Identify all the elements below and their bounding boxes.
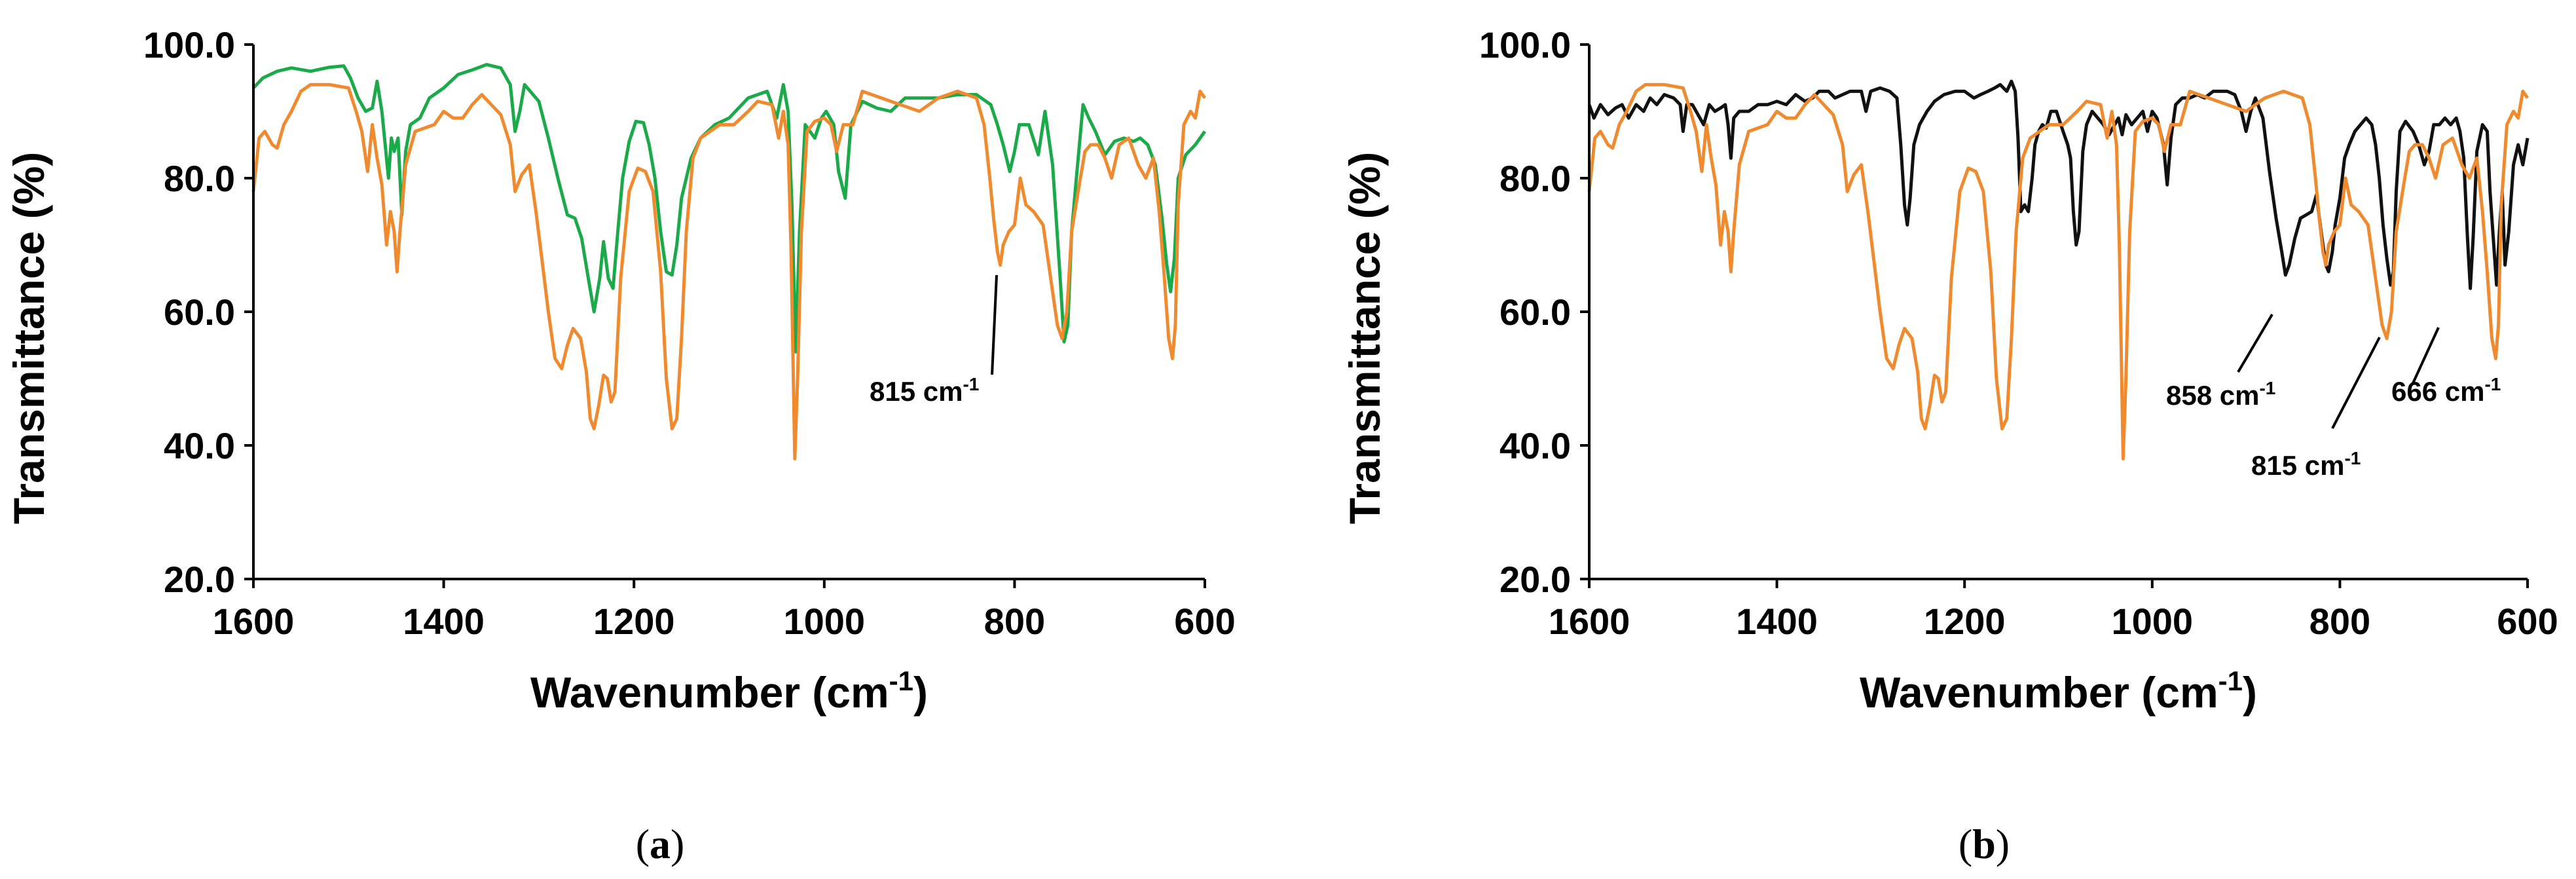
y-tick-label: 40.0 bbox=[164, 425, 235, 466]
x-axis-title-sup: -1 bbox=[889, 665, 913, 696]
y-axis-title: Transmittance (%) bbox=[1340, 152, 1389, 524]
y-tick-label: 40.0 bbox=[1500, 425, 1571, 466]
x-axis-title-main: Wavenumber (cm bbox=[530, 668, 889, 717]
y-tick-label: 100.0 bbox=[1479, 24, 1571, 65]
series-line-green bbox=[252, 63, 1207, 354]
panel-label-letter: a bbox=[650, 821, 671, 867]
panel-label-close: ) bbox=[1996, 821, 2010, 867]
x-tick-label: 800 bbox=[984, 601, 1045, 642]
x-tick-label: 1000 bbox=[784, 601, 866, 642]
x-tick-label: 1600 bbox=[1549, 601, 1630, 642]
annotation-label-main: 815 cm bbox=[2251, 450, 2344, 481]
annotation-label-sup: -1 bbox=[2344, 448, 2361, 468]
x-tick-label: 1200 bbox=[1924, 601, 2006, 642]
x-axis-title-end: ) bbox=[2243, 668, 2257, 717]
x-axis-title: Wavenumber (cm-1) bbox=[530, 665, 928, 717]
panel-label-close: ) bbox=[671, 821, 684, 867]
annotation-label-sup: -1 bbox=[2259, 378, 2275, 398]
x-tick-label: 1400 bbox=[1736, 601, 1818, 642]
x-axis-title-end: ) bbox=[913, 668, 928, 717]
annotation-label-sup: -1 bbox=[963, 374, 979, 394]
x-tick-label: 1600 bbox=[213, 601, 295, 642]
annotation-leader-line bbox=[2412, 327, 2440, 384]
annotation-leader-line bbox=[991, 274, 998, 375]
panel-label: (b) bbox=[1959, 821, 2010, 867]
x-axis-title: Wavenumber (cm-1) bbox=[1860, 665, 2257, 717]
annotation-label-main: 815 cm bbox=[870, 376, 963, 407]
annotation-label: 815 cm-1 bbox=[870, 374, 979, 407]
x-tick-label: 1400 bbox=[403, 601, 485, 642]
series-line-orange bbox=[251, 83, 1207, 460]
x-axis-title-sup: -1 bbox=[2218, 665, 2243, 696]
y-axis-title: Transmittance (%) bbox=[5, 152, 53, 524]
annotation-leader-line bbox=[2331, 337, 2381, 429]
y-tick-label: 60.0 bbox=[164, 291, 235, 333]
x-tick-label: 600 bbox=[1174, 601, 1235, 642]
x-axis-title-main: Wavenumber (cm bbox=[1860, 668, 2218, 717]
y-tick-label: 80.0 bbox=[164, 158, 235, 199]
annotation-label-main: 858 cm bbox=[2166, 380, 2259, 411]
annotation-label-sup: -1 bbox=[2484, 374, 2501, 394]
panel-label-open: ( bbox=[1959, 821, 1972, 867]
y-tick-label: 60.0 bbox=[1500, 291, 1571, 333]
annotation-label: 666 cm-1 bbox=[2391, 374, 2501, 407]
y-tick-label: 20.0 bbox=[164, 559, 235, 600]
annotation-label-main: 666 cm bbox=[2391, 376, 2484, 407]
x-tick-label: 800 bbox=[2309, 601, 2370, 642]
annotation-label: 858 cm-1 bbox=[2166, 378, 2275, 411]
chart-panel-a: 20.0 40.0 60.0 80.0 100.0 1600 1400 1200 1000 800… bbox=[5, 24, 1236, 867]
annotation-label: 815 cm-1 bbox=[2251, 448, 2361, 481]
panel-label-letter: b bbox=[1972, 821, 1996, 867]
y-tick-label: 20.0 bbox=[1500, 559, 1571, 600]
y-tick-label: 100.0 bbox=[143, 24, 235, 65]
x-tick-label: 1000 bbox=[2112, 601, 2194, 642]
x-tick-label: 600 bbox=[2497, 601, 2558, 642]
annotation-leader-line bbox=[2237, 313, 2273, 373]
panel-label: (a) bbox=[636, 821, 685, 867]
panel-label-open: ( bbox=[636, 821, 650, 867]
series-line-orange bbox=[1587, 83, 2530, 460]
chart-panel-b: 20.0 40.0 60.0 80.0 100.0 1600 1400 1200 1000 800… bbox=[1340, 24, 2558, 867]
x-tick-label: 1200 bbox=[593, 601, 675, 642]
y-tick-label: 80.0 bbox=[1500, 158, 1571, 199]
